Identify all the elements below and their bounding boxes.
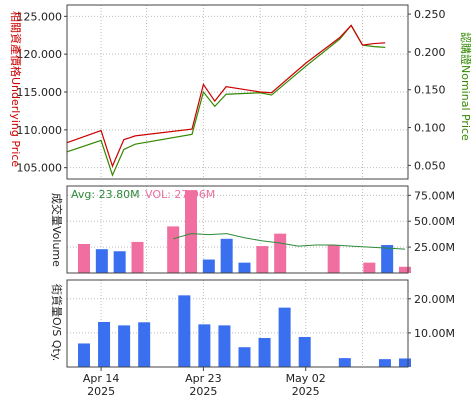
underlying-tick-label: 105.000 — [17, 162, 63, 175]
volume-bar — [185, 190, 197, 273]
warrant-tick-label: 0.050 — [414, 159, 446, 172]
volume-average-line — [173, 233, 406, 250]
warrant-tick-label: 0.100 — [414, 122, 446, 135]
volume-tick-label: 50.00M — [414, 215, 455, 228]
os-tick-label: 10.00M — [414, 327, 455, 340]
x-tick-year: 2025 — [189, 385, 217, 398]
os-tick-label: 20.00M — [414, 293, 455, 306]
os-qty-bar — [218, 325, 231, 367]
os-qty-bar — [298, 336, 311, 367]
volume-bar — [381, 245, 394, 273]
volume-axis-label: 成交量Volume — [50, 193, 64, 267]
volume-bar — [274, 233, 287, 273]
os-qty-panel: 20.00M 10.00M 街貨量O/S Qty. — [50, 279, 455, 368]
underlying-price-line — [66, 24, 386, 168]
warrant-price-axis-label: 認購證Nominal Price — [459, 32, 473, 141]
os-qty-bar — [378, 359, 391, 367]
os-qty-bar — [278, 307, 291, 367]
volume-bar — [167, 226, 180, 273]
volume-bar — [113, 251, 126, 273]
warrant-tick-label: 0.150 — [414, 84, 446, 97]
volume-current-label: VOL: 27.96M — [145, 188, 215, 201]
x-tick-label: Apr 23 — [185, 372, 222, 385]
os-qty-axis-label: 街貨量O/S Qty. — [50, 284, 64, 361]
underlying-tick-label: 110.000 — [17, 124, 63, 137]
volume-bar — [363, 262, 376, 273]
os-qty-bar — [338, 358, 351, 367]
volume-bar — [256, 246, 269, 273]
volume-tick-label: 25.00M — [414, 241, 455, 254]
x-tick-year: 2025 — [292, 385, 320, 398]
volume-panel: Avg: 23.80M VOL: 27.96M 75.00M 50.00M 25.0… — [50, 185, 455, 274]
os-qty-bar — [258, 338, 271, 367]
warrant-tick-label: 0.250 — [414, 8, 446, 21]
volume-bar — [220, 238, 233, 273]
volume-bar — [131, 241, 144, 273]
os-qty-bar — [399, 358, 411, 367]
os-qty-bar — [138, 322, 151, 367]
os-qty-bar — [198, 324, 211, 367]
volume-average-label: Avg: 23.80M — [71, 188, 140, 201]
underlying-tick-label: 125.000 — [17, 10, 63, 23]
os-qty-bar — [118, 325, 131, 367]
x-tick-year: 2025 — [87, 385, 115, 398]
os-qty-bar — [78, 343, 90, 367]
x-tick-label: Apr 14 — [83, 372, 120, 385]
volume-bar — [202, 259, 215, 273]
volume-bar — [238, 262, 251, 273]
volume-bar — [95, 249, 108, 273]
underlying-tick-label: 115.000 — [17, 86, 63, 99]
volume-tick-label: 75.00M — [414, 189, 455, 202]
warrant-tick-label: 0.200 — [414, 46, 446, 59]
os-qty-bar — [98, 321, 111, 367]
volume-bar — [327, 245, 340, 273]
underlying-tick-label: 120.000 — [17, 48, 63, 61]
volume-bar — [78, 244, 90, 273]
underlying-price-axis-label: 相關資產價格Underlying Price — [9, 11, 23, 167]
x-tick-label: May 02 — [286, 372, 326, 385]
os-qty-bar — [178, 295, 191, 367]
price-panel: 125.000 120.000 115.000 110.000 105.000 0.25… — [9, 4, 473, 180]
volume-bar — [399, 266, 411, 273]
os-qty-bar — [238, 347, 251, 367]
